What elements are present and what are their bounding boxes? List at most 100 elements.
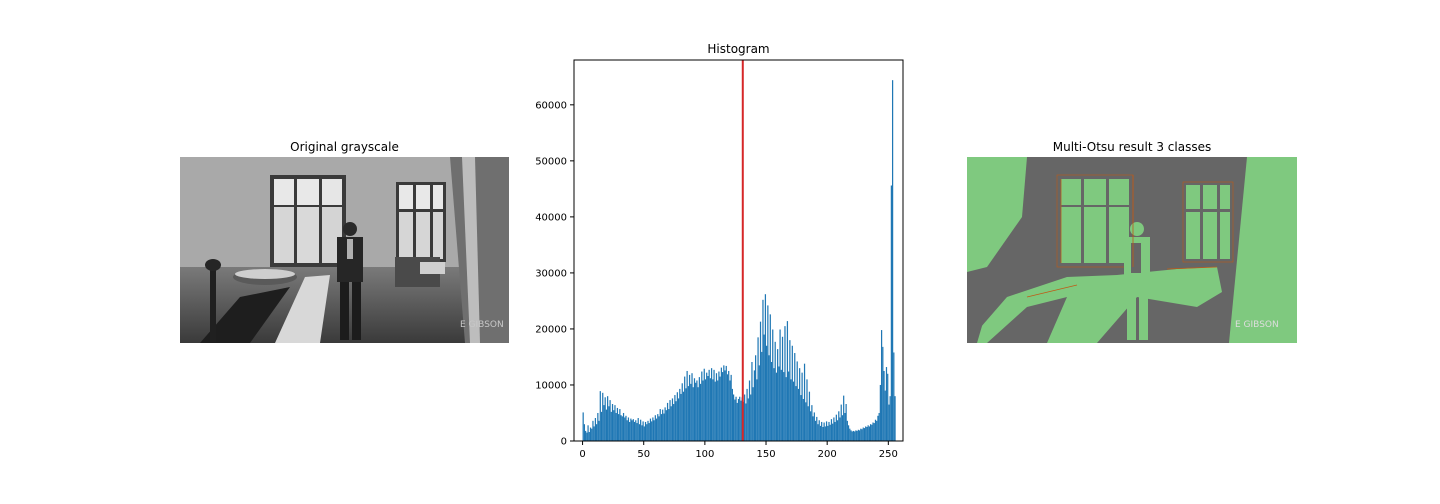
histogram-bar <box>702 380 704 441</box>
histogram-bar <box>838 411 840 441</box>
histogram-bar <box>608 406 610 441</box>
histogram-bar <box>746 388 748 441</box>
histogram-bar <box>633 421 636 441</box>
histogram-bar <box>744 394 746 441</box>
histogram-bar <box>806 379 808 441</box>
histogram-bar <box>600 411 603 441</box>
histogram-bar <box>841 415 844 441</box>
histogram-bar <box>766 345 768 441</box>
histogram-bar <box>839 417 841 441</box>
histogram-bar <box>755 355 757 441</box>
histogram-bar <box>802 398 804 441</box>
histogram-bar <box>772 329 774 441</box>
histogram-bar <box>720 367 722 441</box>
histogram-bar <box>624 417 626 441</box>
histogram-bar <box>701 371 703 441</box>
histogram-bar <box>885 367 888 441</box>
y-tick-label: 40000 <box>535 212 567 223</box>
histogram-bar <box>597 412 599 441</box>
histogram-bar <box>889 396 891 441</box>
histogram-bar <box>852 430 855 441</box>
histogram-bar <box>797 388 800 441</box>
histogram-bar <box>585 430 587 441</box>
histogram-bar <box>635 420 637 441</box>
histogram-bar <box>829 424 831 441</box>
x-tick-label: 100 <box>695 449 714 460</box>
histogram-bar <box>891 80 894 441</box>
histogram-bar <box>756 379 758 441</box>
histogram-bar <box>652 417 654 441</box>
histogram-bar <box>880 330 883 441</box>
histogram-bar <box>592 420 594 441</box>
watermark-text: E GIBSON <box>460 320 504 330</box>
histogram-bar <box>638 424 641 441</box>
histogram-bar <box>762 299 764 441</box>
histogram-bar <box>794 353 796 441</box>
histogram-bar <box>589 427 592 441</box>
histogram-bar <box>681 383 683 441</box>
histogram-bar <box>713 369 715 441</box>
histogram-bar <box>688 374 691 441</box>
histogram-bar <box>697 387 699 441</box>
histogram-bar <box>717 380 719 441</box>
y-tick-label: 0 <box>561 437 567 448</box>
histogram-bar <box>704 379 707 441</box>
histogram-bar <box>668 409 670 441</box>
y-tick-label: 20000 <box>535 324 567 335</box>
histogram-bar <box>636 423 638 441</box>
histogram-bar <box>690 383 692 441</box>
histogram-bar <box>751 361 753 441</box>
histogram-bar <box>883 370 885 441</box>
histogram-bar <box>699 383 702 441</box>
histogram-bar <box>808 391 811 441</box>
histogram-bar <box>894 396 896 441</box>
histogram-bar <box>854 431 856 441</box>
histogram-bar <box>586 432 588 441</box>
histogram-bar <box>812 416 814 441</box>
histogram-bar <box>673 404 675 441</box>
histogram-bar <box>799 368 801 441</box>
histogram-bar <box>660 414 663 441</box>
histogram-bar <box>637 418 639 441</box>
histogram-bar <box>764 294 767 441</box>
histogram-bar <box>862 427 864 441</box>
histogram-bar <box>824 426 826 441</box>
histogram-bar <box>858 430 861 441</box>
histogram-bar <box>602 392 604 441</box>
histogram-bar <box>692 387 694 441</box>
histogram-bar <box>781 336 784 441</box>
histogram-bar <box>698 377 700 441</box>
histogram-bar <box>834 421 836 441</box>
y-tick-label: 50000 <box>535 156 567 167</box>
histogram-bar <box>629 421 631 441</box>
histogram-bar <box>750 394 752 441</box>
histogram-bar <box>845 404 847 441</box>
histogram-bar <box>708 369 710 441</box>
histogram-bar <box>603 405 605 441</box>
segmentation-map: E GIBSON <box>967 157 1297 343</box>
histogram-bar <box>785 377 787 441</box>
histogram-bar <box>807 406 809 441</box>
histogram-bar <box>768 355 770 441</box>
histogram-bar <box>791 345 793 441</box>
histogram-bar <box>874 419 877 441</box>
histogram-bar <box>805 402 807 441</box>
histogram-bar <box>693 378 696 441</box>
histogram-bar <box>695 382 697 441</box>
histogram-bar <box>613 410 615 441</box>
histogram-bar <box>822 426 824 441</box>
histogram-bar <box>604 397 606 441</box>
histogram-bar <box>643 426 645 441</box>
x-tick-label: 50 <box>637 449 650 460</box>
original-grayscale-image: E GIBSON <box>180 157 509 343</box>
histogram-bar <box>833 417 835 441</box>
histogram-bar <box>703 368 705 441</box>
histogram-bar <box>780 369 782 441</box>
histogram-bar <box>616 407 619 441</box>
histogram-bar <box>821 421 823 441</box>
multi-otsu-title: Multi-Otsu result 3 classes <box>1052 140 1212 154</box>
histogram-bar <box>644 421 647 441</box>
histogram-bar <box>654 415 656 441</box>
histogram-bar <box>625 415 627 441</box>
